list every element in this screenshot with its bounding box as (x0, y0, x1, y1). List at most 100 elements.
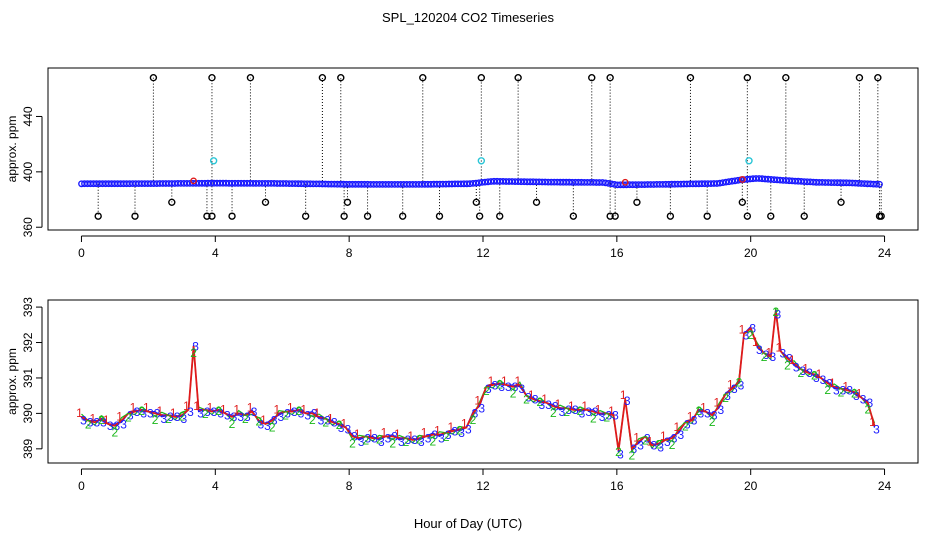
series-2-point-label: 2 (669, 438, 676, 452)
x-tick-label: 24 (878, 246, 892, 260)
series-3-point-label: 3 (691, 414, 698, 428)
series-3-point-label: 3 (224, 408, 231, 422)
outlier-high-point (855, 73, 864, 82)
series-1-point-label: 1 (314, 406, 321, 420)
series-1-point-label: 1 (448, 420, 455, 434)
series-2-point-label: 2 (642, 433, 649, 447)
x-tick-label: 12 (476, 246, 490, 260)
outlier-high-point (149, 73, 158, 82)
x-tick-label: 0 (78, 479, 85, 493)
series-3-point-label: 3 (718, 403, 725, 417)
series-3-point-label: 3 (579, 407, 586, 421)
series-2-point-label: 2 (629, 449, 636, 463)
series-1-point-label: 1 (816, 367, 823, 381)
series-2-point-label: 2 (190, 346, 197, 360)
baseline-point (487, 178, 495, 185)
y-tick-label: 400 (21, 162, 35, 182)
series-1-point-label: 1 (103, 413, 110, 427)
baseline-point (722, 178, 730, 186)
baseline-point (123, 180, 131, 188)
y-tick-label: 360 (21, 217, 35, 237)
series-3-point-label: 3 (612, 408, 619, 422)
series-2-point-label: 2 (838, 386, 845, 400)
series-3-point-label: 3 (826, 377, 833, 391)
series-3-point-label: 3 (93, 416, 100, 430)
series-3-point-label: 3 (187, 405, 194, 419)
series-3-point-label: 3 (505, 380, 512, 394)
outlier-high-point (606, 73, 614, 82)
outlier-low-point (569, 212, 578, 220)
series-3-point-label: 3 (358, 435, 365, 449)
series-3-point-label: 3 (525, 391, 532, 405)
baseline-point (698, 180, 706, 188)
baseline-point (876, 180, 883, 188)
baseline-point (514, 178, 522, 186)
series-3-point-label: 3 (756, 343, 763, 357)
baseline-point (855, 179, 862, 187)
baseline-point (779, 176, 787, 184)
series-3-point-label: 3 (472, 407, 479, 421)
baseline-point (596, 179, 603, 186)
series-1-point-label: 1 (434, 424, 441, 438)
series-2-point-label: 2 (470, 413, 477, 427)
series-3-point-label: 3 (552, 400, 559, 414)
series-2-point-label: 2 (242, 412, 249, 426)
outlier-low-point (94, 212, 102, 220)
y-axis-title: approx. ppm (5, 116, 19, 183)
series-3-point-label: 3 (107, 419, 114, 433)
series-2-point-label: 2 (282, 409, 289, 423)
outlier-high-point (477, 73, 486, 82)
series-1-line (81, 310, 876, 451)
series-3-point-label: 3 (87, 416, 94, 430)
series-1-point-label: 1 (647, 434, 654, 448)
series-3-point-label: 3 (617, 447, 624, 461)
series-1-point-label: 1 (220, 402, 227, 416)
series-3-point-label: 3 (197, 407, 204, 421)
baseline-point (608, 180, 615, 188)
series-2-point-label: 2 (363, 433, 370, 447)
baseline-point (725, 178, 733, 186)
y-axis: 389 390 391 392 393 (21, 297, 43, 459)
series-3-point-label: 3 (671, 431, 678, 445)
series-3-point-label: 3 (378, 435, 385, 449)
series-1-point-label: 1 (130, 401, 137, 415)
series-3-point-label: 3 (813, 371, 820, 385)
series-3-point-label: 3 (738, 378, 745, 392)
series-3-point-label: 3 (438, 431, 445, 445)
series-3-point-label: 3 (452, 424, 459, 438)
top-plot-area (78, 73, 885, 220)
series-3-point-label: 3 (631, 442, 638, 456)
outlier-high-point (588, 73, 596, 82)
series-1-point-label: 1 (541, 392, 548, 406)
series-3-point-label: 3 (351, 430, 358, 444)
outlier-low-point (435, 212, 444, 220)
series-2-point-label: 2 (496, 377, 503, 391)
series-3-point-label: 3 (418, 435, 425, 449)
baseline-point (358, 180, 365, 188)
series-3-point-label: 3 (154, 407, 161, 421)
chart-title: SPL_120204 CO2 Timeseries (382, 10, 554, 25)
series-2-point-label: 2 (864, 403, 871, 417)
outlier-high-point (318, 73, 327, 82)
series-1-point-label: 1 (555, 397, 562, 411)
red-point (621, 178, 629, 186)
series-1-point-label: 1 (207, 401, 214, 415)
series-3-point-label: 3 (134, 405, 141, 419)
series-1-point-label: 1 (595, 402, 602, 416)
series-1-point-label: 1 (789, 353, 796, 367)
outlier-low-point (475, 212, 484, 220)
baseline-point (731, 177, 739, 185)
series-3-point-label: 3 (793, 361, 800, 375)
series-1-point-label: 1 (687, 410, 694, 424)
outlier-low-point (738, 198, 747, 207)
series-3-point-label: 3 (820, 373, 827, 387)
plot-frame (47, 67, 919, 231)
series-1-point-label: 1 (407, 429, 414, 443)
baseline-point (599, 179, 606, 186)
series-2-point-label: 2 (229, 417, 236, 431)
series-2-point-label: 2 (784, 358, 791, 372)
series-2-point-label: 2 (851, 386, 858, 400)
baseline-point (719, 179, 727, 187)
series-1-point-label: 1 (608, 404, 615, 418)
